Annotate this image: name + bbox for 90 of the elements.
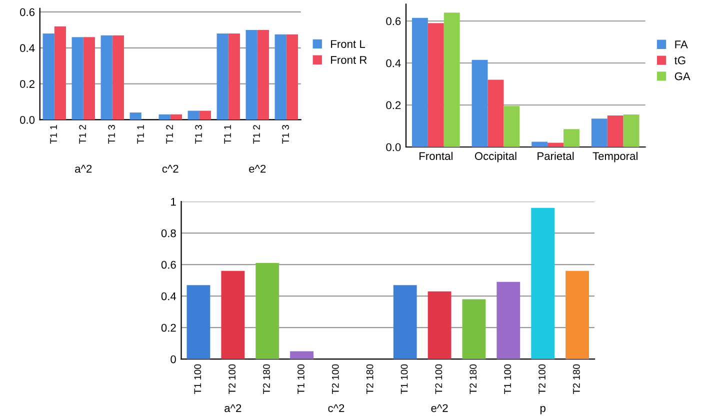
bar xyxy=(531,208,555,360)
y-tick-label: 0.8 xyxy=(161,229,176,238)
y-tick-label: 1 xyxy=(171,198,176,206)
x-tick-label: T2 180 xyxy=(366,364,374,394)
legend-label: FA xyxy=(675,40,688,48)
bar xyxy=(83,37,95,120)
y-tick-label: 0.2 xyxy=(386,101,401,110)
bar xyxy=(199,110,211,120)
x-tick-label: T1 3 xyxy=(108,124,115,144)
bar xyxy=(290,351,314,360)
text: p xyxy=(540,406,546,414)
x-tick-label: T2 180 xyxy=(470,364,477,394)
x-tick-label: Parietal xyxy=(538,152,574,160)
bar xyxy=(54,26,66,120)
bar xyxy=(100,35,112,120)
bar xyxy=(72,37,84,120)
x-tick-label: T1 1 xyxy=(137,125,144,144)
x-tick-label: Occipital xyxy=(474,152,516,162)
x-tick-label: T1 100 xyxy=(298,364,304,394)
x-tick-label: T1 1 xyxy=(50,125,57,144)
text: c^2 xyxy=(328,404,344,412)
bar xyxy=(228,34,240,120)
x-tick-label: T1 2 xyxy=(253,125,260,144)
legend-label: GA xyxy=(674,72,690,80)
x-tick-label: T1 100 xyxy=(194,364,202,394)
x-tick-label: T1 1 xyxy=(224,125,231,144)
x-tick-label: T2 180 xyxy=(573,364,580,394)
bar xyxy=(257,30,269,120)
y-tick-label: 0.4 xyxy=(386,59,401,68)
bar xyxy=(274,34,286,120)
bar xyxy=(170,114,182,120)
bar xyxy=(112,35,124,120)
bar xyxy=(623,114,640,147)
text: e^2 xyxy=(249,164,266,173)
bar xyxy=(158,114,170,120)
x-tick-label: T2 100 xyxy=(538,364,546,394)
y-tick-label: 0.2 xyxy=(161,324,176,332)
y-tick-label: 0.0 xyxy=(20,116,35,124)
x-tick-label: T1 100 xyxy=(504,364,512,394)
x-tick-label: Frontal xyxy=(420,152,452,160)
y-tick-label: 0.6 xyxy=(161,260,176,269)
legend-label: Front R xyxy=(331,56,367,64)
y-tick-label: 0.6 xyxy=(386,17,401,26)
y-tick-label: 0.6 xyxy=(20,8,35,16)
bar xyxy=(472,60,488,147)
bar xyxy=(393,285,417,360)
x-tick-label: T1 3 xyxy=(282,124,289,144)
bar xyxy=(246,30,258,120)
bar xyxy=(188,110,200,120)
x-tick-label: T2 180 xyxy=(263,364,270,394)
bar xyxy=(548,142,564,147)
y-tick-label: 0.4 xyxy=(161,292,176,300)
x-tick-label: T2 100 xyxy=(435,364,442,394)
y-tick-label: 0.4 xyxy=(20,44,35,52)
bar xyxy=(488,80,504,147)
x-tick-label: Temporal xyxy=(592,152,638,162)
bar xyxy=(42,34,54,120)
y-tick-label: 0.0 xyxy=(386,143,401,152)
bar xyxy=(504,106,520,147)
y-tick-label: 0 xyxy=(170,355,176,364)
bar xyxy=(412,18,428,147)
text: a^2 xyxy=(75,164,92,173)
bar xyxy=(286,34,298,120)
bar xyxy=(428,23,444,147)
bar xyxy=(496,282,520,360)
text: c^2 xyxy=(162,164,178,173)
text: a^2 xyxy=(224,404,242,412)
y-tick-label: 0.2 xyxy=(20,80,34,88)
bar xyxy=(564,129,580,147)
bar xyxy=(532,142,548,147)
bar xyxy=(428,291,452,360)
bar xyxy=(186,285,210,360)
bar xyxy=(444,12,460,147)
x-tick-label: T1 2 xyxy=(79,125,86,144)
legend-label: tG xyxy=(674,56,686,64)
x-tick-label: T1 3 xyxy=(195,124,202,144)
bar xyxy=(607,116,624,147)
x-tick-label: T1 2 xyxy=(166,125,173,144)
bar xyxy=(216,34,228,120)
legend-label: Front L xyxy=(331,40,365,48)
bar xyxy=(256,263,280,360)
text: e^2 xyxy=(431,404,448,412)
bar xyxy=(221,270,245,360)
bar xyxy=(591,118,608,147)
x-tick-label: T2 100 xyxy=(228,364,236,394)
bar xyxy=(130,112,142,120)
x-tick-label: T2 100 xyxy=(332,364,339,394)
bar xyxy=(462,299,486,360)
bar xyxy=(566,270,589,360)
x-tick-label: T1 100 xyxy=(400,364,408,394)
